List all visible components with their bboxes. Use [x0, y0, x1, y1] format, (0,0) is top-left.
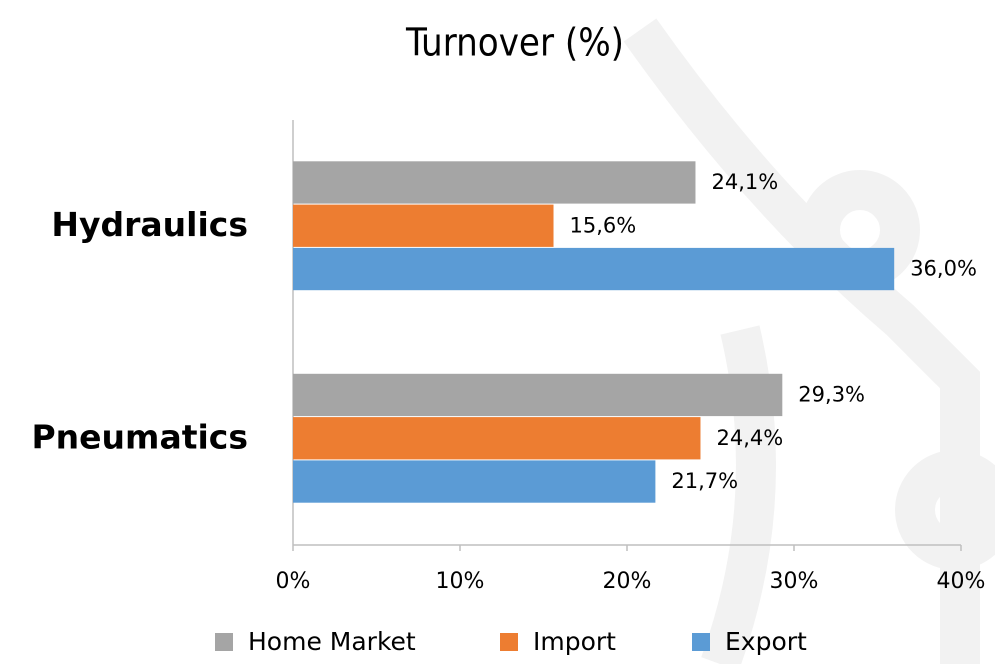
legend-label: Import: [533, 627, 616, 656]
x-tick-label: 10%: [436, 569, 485, 594]
x-tick-label: 40%: [937, 569, 986, 594]
bar: [293, 374, 782, 416]
x-tick-label: 30%: [770, 569, 819, 594]
data-label: 29,3%: [798, 382, 865, 406]
data-label: 24,4%: [716, 426, 783, 450]
data-label: 15,6%: [570, 213, 637, 237]
bar: [293, 248, 894, 290]
data-label: 24,1%: [711, 170, 778, 194]
category-label: Pneumatics: [32, 417, 249, 456]
legend-label: Export: [725, 627, 807, 656]
bar: [293, 417, 700, 459]
data-label: 21,7%: [671, 469, 738, 493]
chart-title: Turnover (%): [405, 21, 624, 65]
legend-swatch: [215, 633, 233, 651]
legend-swatch: [692, 633, 710, 651]
chart: Turnover (%) 0% 10% 20% 30% 40% Hydraulics 24,…: [0, 0, 995, 664]
bar: [293, 460, 655, 502]
legend-swatch: [500, 633, 518, 651]
bar: [293, 205, 554, 247]
bar: [293, 161, 695, 203]
x-tick-label: 0%: [276, 569, 311, 594]
x-tick-label: 20%: [603, 569, 652, 594]
legend-label: Home Market: [248, 627, 416, 656]
category-label: Hydraulics: [51, 205, 248, 244]
data-label: 36,0%: [910, 257, 977, 281]
